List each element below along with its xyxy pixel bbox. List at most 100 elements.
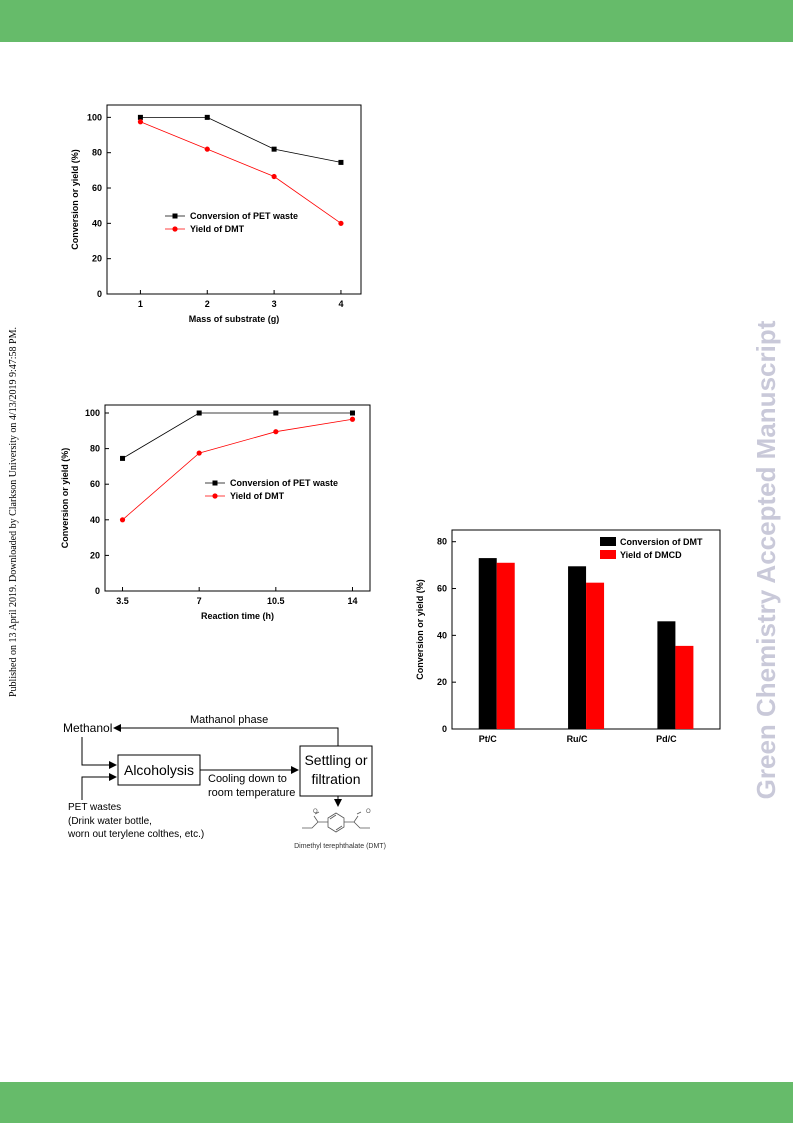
header-bar [0,0,793,42]
legend-label: Yield of DMT [230,491,285,501]
plot-frame [106,104,362,295]
bar [496,562,515,729]
settling-label: filtration [311,771,360,787]
x-tick-label: 1 [138,299,143,309]
legend-label: Conversion of PET waste [190,211,298,221]
y-axis-label: Conversion or yield (%) [415,579,425,680]
cooling-label: room temperature [208,787,295,799]
y-tick-label: 0 [95,586,100,596]
chart: 0 20 40 60 80 100 Conversion or yield (%) React… [60,404,371,621]
plot-frame [104,404,371,592]
y-tick-label: 20 [92,254,102,264]
y-tick-label: 80 [90,444,100,454]
y-tick-label: 0 [442,724,447,734]
legend-label: Yield of DMCD [620,550,682,560]
y-tick-label: 40 [437,630,447,640]
y-tick-label: 40 [90,515,100,525]
y-tick-label: 100 [85,408,100,418]
point [204,146,210,152]
settling-box [299,745,373,797]
y-tick-label: 100 [87,112,102,122]
alcoholysis-label: Alcoholysis [124,762,194,778]
pet-label: PET wastes [68,802,121,813]
x-tick-label: 2 [205,299,210,309]
point [338,220,344,226]
y-tick-label: 20 [90,550,100,560]
point [196,450,202,456]
recycle-arrow [113,724,339,746]
series-line [122,418,353,521]
point [196,410,202,416]
product-label: Dimethyl terephthalate (DMT) [294,843,386,850]
pet-arrow [81,773,117,800]
x-tick-label: 3 [272,299,277,309]
point [204,114,210,120]
y-axis-label: Conversion or yield (%) [70,149,80,250]
series-line [140,121,342,224]
point [271,146,277,152]
bar [568,566,587,729]
point [119,517,126,523]
bar [657,621,676,729]
point [271,173,277,180]
point [120,455,126,461]
cooling-label: Cooling down to [208,773,287,785]
x-tick-label: Pt/C [479,734,498,744]
y-tick-label: 0 [97,289,102,299]
chart: 0 20 40 60 80 Conversion or yield (%) Pt/C Ru/C… [415,529,721,744]
y-tick-label: 80 [92,148,102,158]
x-axis-label: Mass of substrate (g) [189,314,280,324]
legend-marker [172,226,178,232]
phase-label: Mathanol phase [190,714,268,726]
point [338,159,344,165]
legend-label: Yield of DMT [190,224,245,234]
y-tick-label: 60 [437,584,447,594]
bar [675,645,694,729]
pet-label: worn out terylene colthes, etc.) [67,829,204,840]
x-tick-label: Ru/C [567,734,588,744]
bar [586,582,605,729]
series-line [140,116,342,163]
svg-text:O: O [366,809,371,815]
x-tick-label: 10.5 [267,596,285,606]
legend-swatch [600,550,616,559]
y-tick-label: 40 [92,218,102,228]
x-axis-label: Reaction time (h) [201,611,274,621]
legend-marker [212,493,218,499]
legend-label: Conversion of PET waste [230,478,338,488]
y-tick-label: 80 [437,537,447,547]
y-tick-label: 20 [437,677,447,687]
methanol-label: Methanol [63,721,112,735]
y-tick-label: 60 [90,479,100,489]
pet-label: (Drink water bottle, [68,816,152,827]
y-axis-label: Conversion or yield (%) [60,448,70,549]
chart: 0 20 40 60 80 100 Conversion or yield (%) Mass … [70,104,362,324]
x-tick-label: 3.5 [116,596,129,606]
settling-label: Settling or [304,752,367,768]
point [349,416,356,422]
legend-label: Conversion of DMT [620,537,703,547]
x-tick-label: 14 [347,596,357,606]
legend-marker [212,480,218,486]
side-note: Published on 13 April 2019. Downloaded b… [8,327,19,697]
point [349,410,355,416]
process-diagram: Methanol Alcoholysis Settling or filtrat… [63,714,386,850]
x-tick-label: Pd/C [656,734,677,744]
y-tick-label: 60 [92,183,102,193]
point [137,119,144,125]
footer-bar [0,1082,793,1123]
methanol-arrow [81,737,117,769]
x-tick-label: 4 [338,299,343,309]
bar [478,558,497,729]
point [137,114,143,120]
point [273,429,279,435]
series-line [122,412,353,459]
watermark: Green Chemistry Accepted Manuscript [751,320,781,799]
legend-marker [172,213,178,219]
x-tick-label: 7 [197,596,202,606]
molecule: O O [302,809,371,833]
svg-text:O: O [313,809,318,815]
legend-swatch [600,537,616,546]
